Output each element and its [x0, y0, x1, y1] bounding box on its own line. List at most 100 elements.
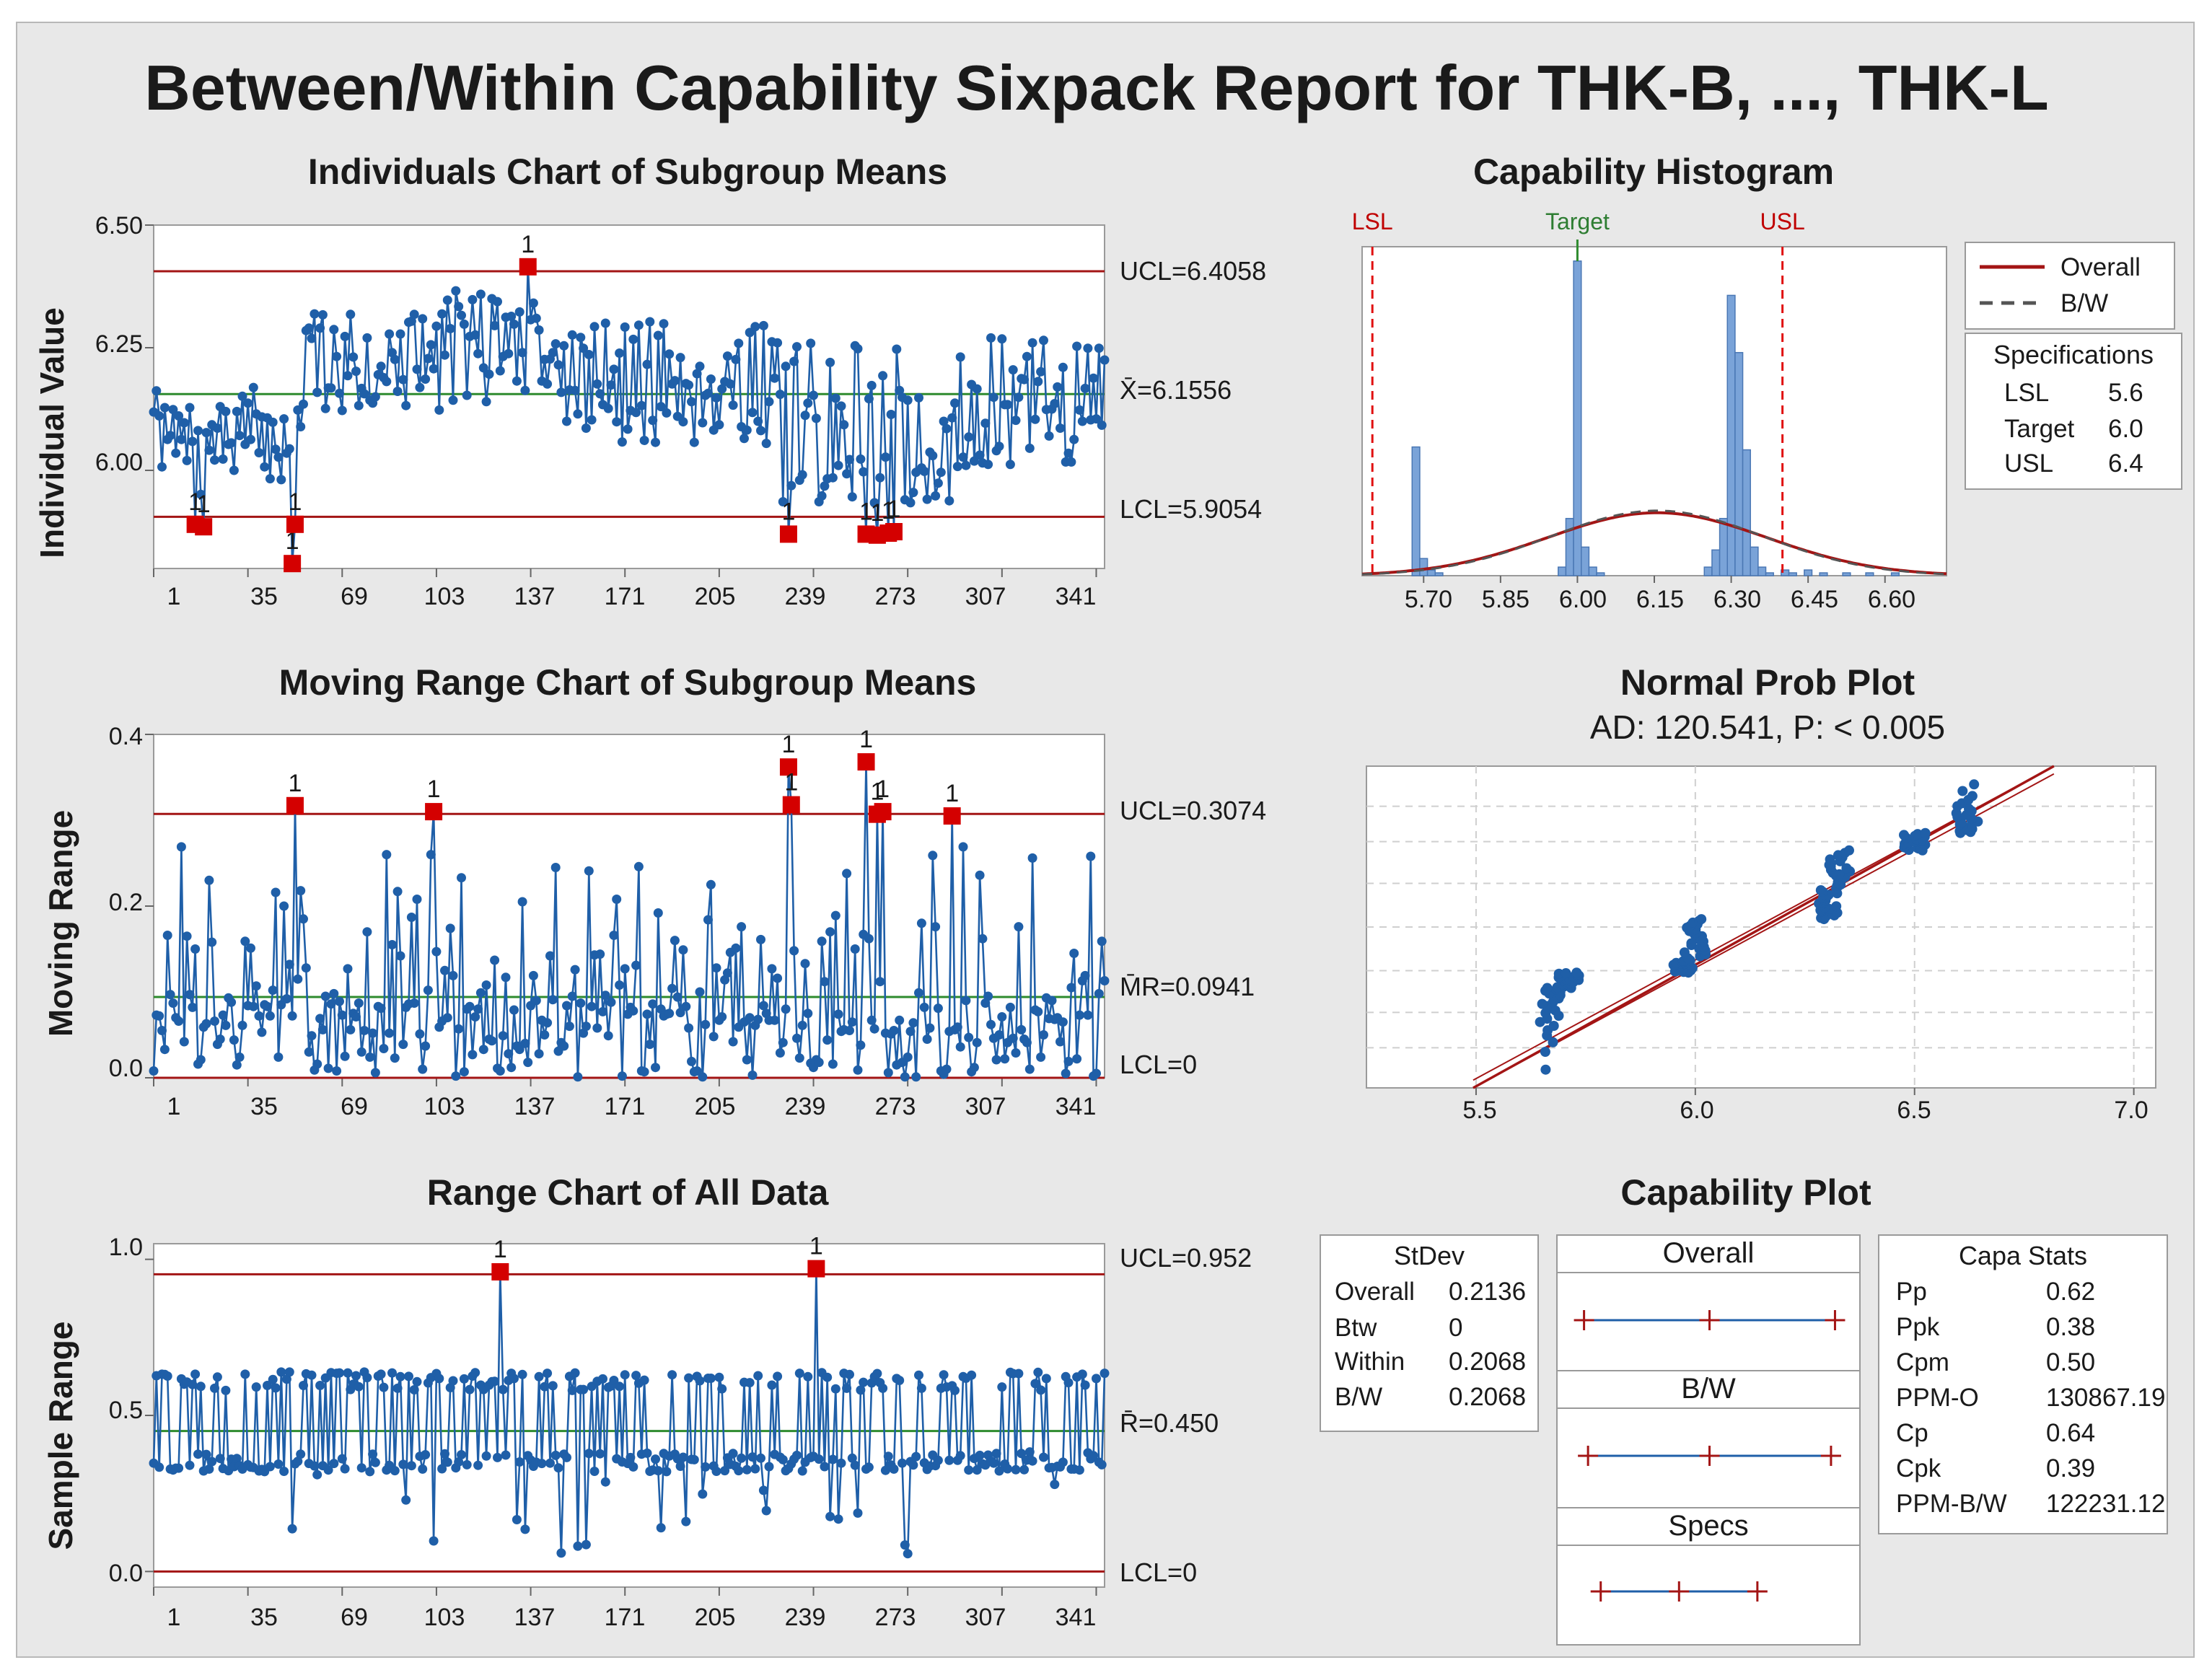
data-point [908, 488, 918, 498]
data-point [747, 408, 758, 418]
data-point [204, 1464, 214, 1474]
data-point [897, 1458, 907, 1468]
data-point [442, 1457, 452, 1467]
data-point [412, 364, 422, 374]
data-point [445, 923, 455, 934]
range-y-tick: 0.5 [109, 1397, 143, 1424]
out-of-control-point [779, 525, 797, 543]
out-of-control-label: 1 [809, 1233, 823, 1260]
data-point [609, 931, 619, 940]
data-point [972, 1037, 982, 1047]
data-point [329, 325, 339, 335]
data-point [356, 1047, 367, 1057]
data-point [251, 1382, 261, 1392]
data-point [232, 406, 242, 416]
moving-range-x-tick: 137 [514, 1093, 556, 1120]
data-point [1089, 1451, 1099, 1461]
data-point [1014, 922, 1024, 932]
data-point [478, 363, 488, 373]
data-point [714, 1372, 724, 1382]
data-point [299, 399, 308, 409]
data-point [387, 1368, 397, 1378]
data-point [517, 348, 527, 358]
data-point [914, 988, 923, 998]
data-point [698, 418, 708, 428]
npp-point [1542, 983, 1553, 993]
data-point [475, 289, 486, 299]
histogram-x-ticks: 5.70 5.85 6.00 6.15 6.30 6.45 6.60 [1405, 586, 1915, 613]
data-point [645, 317, 655, 327]
interval-frame [1556, 1234, 1861, 1646]
data-point [947, 413, 957, 423]
data-point [509, 1005, 519, 1015]
data-point [237, 1020, 247, 1030]
individuals-y-tick: 6.00 [95, 449, 143, 476]
data-point [651, 437, 660, 447]
data-point [1003, 1464, 1012, 1474]
data-point [562, 1452, 571, 1462]
out-of-control-point [286, 796, 304, 814]
data-point [1080, 970, 1090, 980]
stdev-frame [1320, 1234, 1539, 1432]
data-point [304, 1047, 314, 1057]
legend-overall-label: Overall [2060, 253, 2141, 281]
data-point [553, 360, 563, 370]
interval-plots: Overall B/W Specs [1556, 1234, 1861, 1646]
data-point [781, 1004, 791, 1014]
data-point [633, 320, 644, 330]
data-point [617, 437, 627, 447]
data-point [437, 1464, 447, 1474]
data-point [936, 467, 946, 478]
data-point [820, 481, 830, 491]
data-point [265, 474, 275, 484]
data-point [462, 1459, 472, 1470]
data-point [631, 408, 641, 418]
histogram-x-tick: 5.85 [1482, 586, 1529, 613]
data-point [379, 1044, 389, 1053]
data-point [1041, 1374, 1051, 1384]
data-point [459, 1374, 469, 1384]
data-point [412, 1376, 422, 1387]
data-point [595, 1449, 605, 1459]
data-point [983, 991, 993, 1001]
data-point [750, 1464, 760, 1474]
data-point [589, 322, 600, 332]
data-point [991, 1449, 1001, 1459]
data-point [872, 1369, 882, 1379]
data-point [395, 1371, 405, 1382]
data-point [553, 1463, 563, 1473]
data-point [825, 927, 835, 937]
data-point [642, 1009, 652, 1019]
data-point [465, 1384, 475, 1394]
data-point [567, 1385, 577, 1395]
data-point [273, 1459, 284, 1469]
normal-prob-plot-title: Normal Prob Plot [1620, 662, 1915, 703]
data-point [1094, 343, 1104, 353]
data-point [687, 1056, 696, 1066]
data-point [296, 1449, 306, 1459]
histogram-bar [1842, 572, 1851, 576]
data-point [337, 1454, 347, 1464]
capa-stats-box: Capa Stats Pp 0.62 Ppk 0.38 Cpm 0.50 PPM… [1878, 1234, 2168, 1534]
data-point [731, 354, 741, 364]
data-point [845, 1369, 854, 1379]
data-point [329, 988, 339, 998]
data-point [620, 964, 630, 974]
data-point [1083, 1010, 1093, 1020]
data-point [1044, 431, 1054, 441]
histogram-bar [1788, 572, 1797, 576]
data-point [576, 333, 586, 343]
data-point [639, 1375, 649, 1385]
capa-stat-value: 0.50 [2046, 1348, 2095, 1376]
data-point [722, 351, 732, 361]
data-point [975, 870, 985, 880]
data-point [307, 333, 317, 343]
data-point [656, 402, 666, 412]
data-point [750, 322, 760, 332]
data-point [1092, 1068, 1101, 1079]
data-point [188, 1379, 198, 1389]
data-point [767, 1380, 777, 1390]
data-point [681, 1001, 691, 1011]
data-point [454, 302, 464, 312]
